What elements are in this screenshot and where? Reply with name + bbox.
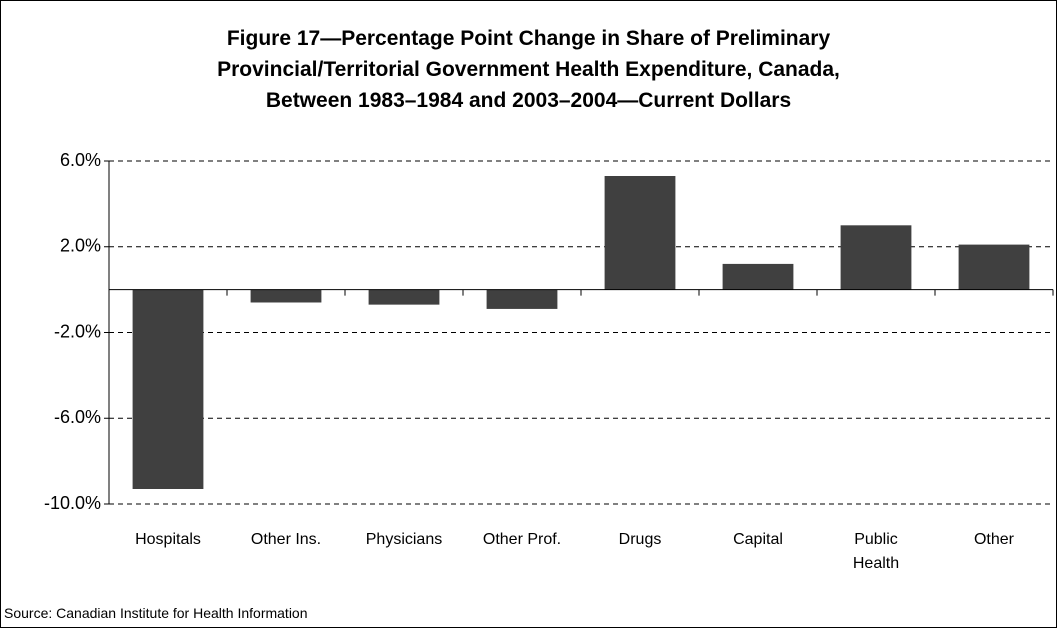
y-tick-label: 6.0% [60, 150, 101, 170]
chart-title: Figure 17—Percentage Point Change in Sha… [1, 23, 1056, 116]
y-tick-label: -2.0% [54, 321, 101, 341]
source: Source: Canadian Institute for Health In… [4, 605, 308, 621]
title-line: Provincial/Territorial Government Health… [217, 58, 840, 81]
bar [840, 225, 912, 290]
title-line: Figure 17—Percentage Point Change in Sha… [226, 27, 831, 50]
x-tick-label: Public Health [852, 531, 900, 572]
bar [250, 289, 322, 303]
x-tick-label: Hospitals [135, 531, 201, 548]
x-tick-label: Other [973, 531, 1014, 548]
bar [958, 244, 1030, 290]
bar [722, 263, 794, 290]
x-tick-label: Other Ins. [250, 531, 322, 548]
y-tick-label: 2.0% [60, 236, 101, 256]
bar [368, 289, 440, 305]
x-tick-label: Other Prof. [482, 531, 562, 548]
x-tick-label: Capital [733, 531, 783, 548]
bar [132, 289, 204, 489]
y-tick-label: -6.0% [54, 407, 101, 427]
x-tick-label: Drugs [618, 531, 662, 548]
x-tick-label: Physicians [365, 531, 443, 548]
bar [604, 176, 676, 290]
y-tick-label: -10.0% [44, 493, 101, 513]
title-line: Between 1983–1984 and 2003–2004—Current … [265, 89, 792, 112]
bar [486, 289, 558, 309]
